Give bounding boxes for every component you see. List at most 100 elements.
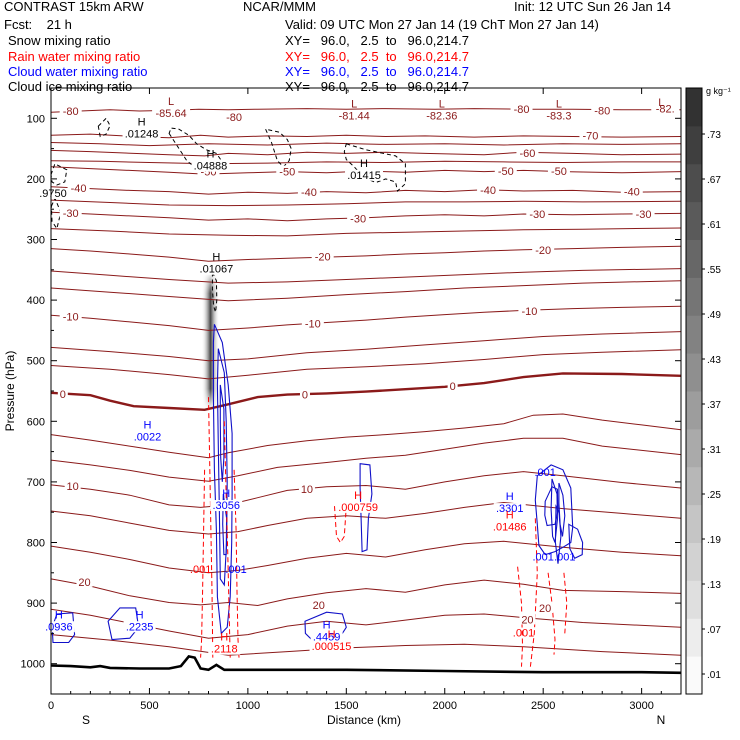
contour-label-bg <box>223 111 246 123</box>
colorbar-tick-label: .31 <box>707 445 721 456</box>
forecast-hour: Fcst: 21 h <box>4 17 72 32</box>
colorbar-unit: g kg⁻¹ <box>706 86 731 96</box>
cloud-ice-contour <box>97 117 111 138</box>
field-snow-label: Snow mixing ratio <box>8 33 111 48</box>
colorbar-band <box>686 542 702 581</box>
cloud-water-contour <box>534 464 574 556</box>
temperature-contour-minor <box>50 437 682 482</box>
contour-label: -60 <box>519 148 535 160</box>
extremum-value-bg <box>36 187 69 199</box>
contour-label-bg <box>477 183 500 195</box>
terrain-line <box>50 654 682 675</box>
x-tick-label: 3000 <box>629 700 653 712</box>
field-cloudice-xy: XY= 96.0, 2.5 to 96.0,214.7 <box>285 79 469 94</box>
extremum-mark: L <box>168 96 174 108</box>
contour-label-bg <box>516 146 539 158</box>
rain-contour <box>529 518 538 667</box>
extremum-mark: L <box>556 98 562 110</box>
cloud-water-contour <box>568 523 584 560</box>
extremum-value-bg <box>336 501 381 513</box>
contour-label-bg <box>301 317 324 329</box>
cloud-ice-contour <box>264 128 292 168</box>
colorbar-band <box>686 315 702 354</box>
contour-label: -10 <box>305 319 321 331</box>
x-tick-label: 2500 <box>531 700 555 712</box>
extremum-value-bg <box>123 621 156 633</box>
temperature-contour-minor <box>50 413 682 459</box>
extremum-value: .2118 <box>211 644 238 656</box>
colorbar-band <box>686 428 702 468</box>
contour-label-bg <box>591 104 614 116</box>
cloud-water-contour <box>554 504 562 564</box>
temperature-contour-minor <box>50 331 682 362</box>
contour-label: -50 <box>551 166 567 178</box>
colorbar-tick-label: .07 <box>707 625 721 636</box>
contour-label: 0 <box>60 389 66 401</box>
valid-time: Valid: 09 UTC Mon 27 Jan 14 (19 ChT Mon … <box>285 17 599 32</box>
contour-label: -40 <box>301 187 317 199</box>
temperature-contour--80 <box>50 108 681 113</box>
extremum-value: .000759 <box>338 502 378 514</box>
contour-label: -80 <box>63 106 79 118</box>
colorbar-tick-label: .43 <box>707 355 721 366</box>
contour-label: 10 <box>67 481 79 493</box>
temperature-contour--60 <box>50 149 682 157</box>
extremum-value-bg <box>210 500 243 512</box>
extremum-mark: H <box>220 632 228 644</box>
contour-label-bg <box>537 601 554 613</box>
colorbar-tick-label: .25 <box>707 490 721 501</box>
contour-label-bg <box>59 310 82 322</box>
temperature-contour-20 <box>50 578 682 607</box>
colorbar-band <box>686 580 702 619</box>
extremum-value: .2235 <box>126 621 154 633</box>
temperature-contour--40 <box>50 186 682 195</box>
contour-label-bg <box>526 208 549 220</box>
contour-label: -80 <box>514 104 530 116</box>
contour-label-bg <box>347 212 370 224</box>
extremum-mark: H <box>222 488 230 500</box>
extremum-value: .0022 <box>134 432 162 444</box>
contour-label-bg <box>64 480 81 492</box>
colorbar-band <box>686 391 702 430</box>
rain-contour <box>200 469 206 658</box>
temperature-contour-minor <box>50 160 681 165</box>
contour-label-bg <box>59 206 82 218</box>
org-label: NCAR/MMM <box>243 0 316 14</box>
field-snow-xy: XY= 96.0, 2.5 to 96.0,214.7 <box>285 33 469 48</box>
extremum-value-bg <box>335 110 374 122</box>
contour-label-bg <box>59 105 82 117</box>
colorbar-frame <box>685 87 703 695</box>
extremum-mark: H <box>212 252 220 264</box>
extremum-mark: H <box>143 420 151 432</box>
extremum-value: .3301 <box>496 503 524 515</box>
y-tick-label: 100 <box>27 113 45 125</box>
contour-label: -40 <box>71 183 87 195</box>
contour-label: -10 <box>521 306 537 318</box>
extremum-value: .04888 <box>194 161 228 173</box>
extremum-value-bg <box>191 160 230 172</box>
colorbar-tick-label: .55 <box>707 265 721 276</box>
extremum-value-bg <box>542 110 575 122</box>
extremum-mark: H <box>136 609 144 621</box>
y-tick-label: 400 <box>27 295 45 307</box>
contour-label-bg <box>620 185 643 197</box>
contour-label-bg <box>67 181 90 193</box>
cloud-water-contour <box>544 485 559 527</box>
x-tick-label: 1000 <box>236 700 260 712</box>
extremum-value-bg <box>345 169 384 181</box>
temperature-contour-minor <box>50 540 682 574</box>
extremum-mark: H <box>206 149 214 161</box>
contour-label-bg <box>518 305 541 317</box>
cloud-water-contour <box>222 493 228 556</box>
rain-contour <box>223 421 231 658</box>
extremum-mark: H <box>506 509 514 521</box>
extremum-value: -82.36 <box>426 110 457 122</box>
contour-label: 0 <box>302 390 308 402</box>
extremum-value-bg <box>490 521 529 533</box>
contour-label-bg <box>651 102 680 114</box>
colorbar-band <box>686 125 702 165</box>
temperature-contour-0 <box>50 372 682 412</box>
contour-label: 0 <box>450 381 456 393</box>
temperature-contour-minor <box>50 349 682 380</box>
rain-contour <box>547 572 556 655</box>
